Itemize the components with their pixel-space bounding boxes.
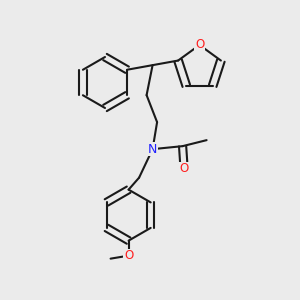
Text: O: O <box>124 249 133 262</box>
Text: O: O <box>179 162 189 175</box>
Text: N: N <box>148 142 157 156</box>
Text: O: O <box>195 38 204 52</box>
